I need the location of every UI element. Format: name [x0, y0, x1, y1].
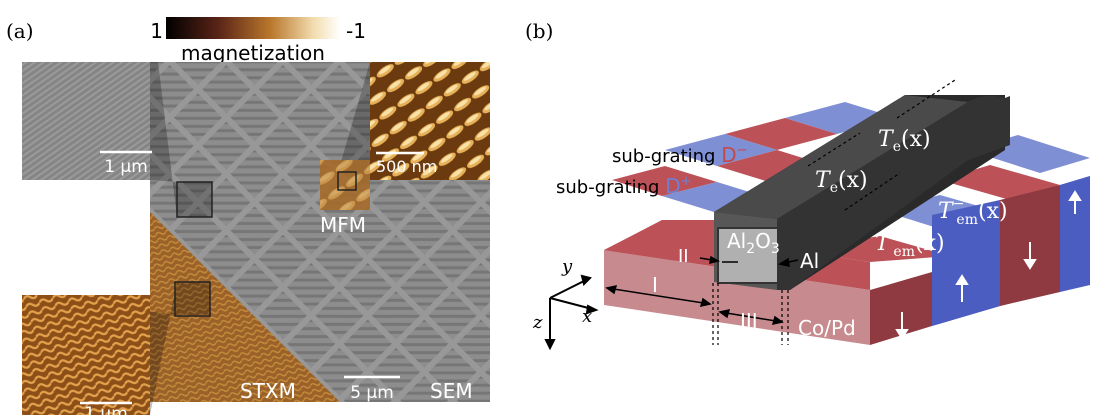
colorbar-min-label: 1 — [150, 19, 163, 43]
tem-plus-label: T+ em(x) — [875, 228, 945, 260]
sub-grating-minus-label: sub-grating D− — [612, 143, 748, 167]
mfm-label: MFM — [320, 213, 366, 237]
main-scalebar-label: 5 μm — [350, 383, 394, 403]
stxm-zoom-box — [174, 281, 211, 317]
mfm-zoom-box — [337, 171, 357, 191]
stxm-label: STXM — [240, 379, 296, 403]
tile-blue-back3 — [665, 134, 777, 166]
stxm-inset: 1 μm — [22, 295, 150, 420]
te-label-2: Te(x) — [815, 168, 868, 196]
te-label-1: Te(x) — [878, 127, 931, 155]
axis-z-label: z — [532, 312, 543, 333]
mfm-inset: 500 nm — [370, 62, 490, 180]
device-schematic — [544, 79, 1090, 351]
tile-red-row2a — [717, 150, 829, 182]
colorbar-max-label: -1 — [346, 19, 366, 43]
al2o3-label: Al2O3 — [727, 229, 780, 257]
sem-inset-scalebar-label: 1 μm — [104, 157, 148, 177]
sub-grating-plus-label: sub-grating D+ — [556, 174, 692, 198]
stxm-overlay — [150, 212, 340, 402]
electrode-cut-edge — [968, 95, 1010, 160]
copd-label: Co/Pd — [798, 316, 856, 340]
region-ii-label: II — [678, 246, 689, 267]
block-red-side1 — [870, 272, 932, 345]
axis-x-label: x — [582, 306, 592, 327]
colorbar-title: magnetization — [181, 41, 325, 65]
panel-a-label: (a) — [6, 19, 34, 43]
colorbar: 1 -1 magnetization — [150, 17, 366, 65]
mfm-inset-scalebar-label: 500 nm — [376, 157, 437, 176]
panel-b-label: (b) — [525, 19, 553, 43]
region-iii-label: III — [740, 309, 758, 333]
region-i-label: I — [652, 273, 658, 297]
slab-front-face — [604, 250, 870, 345]
coordinate-axes — [544, 274, 599, 351]
colorbar-gradient — [166, 17, 340, 39]
tem-minus-label: T− em(x) — [938, 196, 1008, 228]
mfm-inset-projection — [338, 62, 370, 190]
electrode-top — [714, 95, 968, 219]
tile-red-right1 — [940, 165, 1060, 200]
axis-y-label: y — [561, 256, 573, 277]
al2o3-block — [717, 227, 779, 284]
sem-zoom-box — [176, 181, 213, 218]
tile-red-back2 — [725, 118, 837, 150]
sem-inset: 1 μm — [22, 62, 152, 180]
tile-red-row2b — [612, 166, 717, 196]
al-label: Al — [800, 249, 819, 273]
sem-label: SEM — [430, 379, 473, 403]
tile-blue-back1 — [785, 102, 897, 134]
stxm-inset-scalebar-label: 1 μm — [84, 404, 128, 420]
